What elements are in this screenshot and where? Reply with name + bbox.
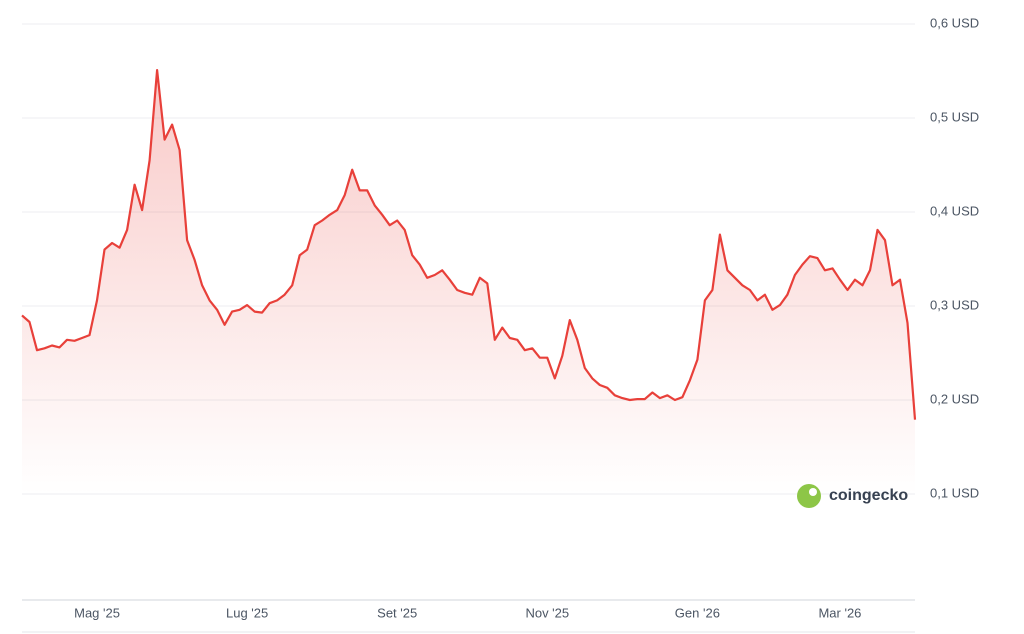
logo-eye [809, 488, 817, 496]
x-tick-label: Gen '26 [675, 605, 720, 620]
y-tick-label: 0,2 USD [930, 391, 979, 406]
price-line [21, 69, 917, 420]
x-tick-label: Lug '25 [226, 605, 268, 620]
logo-text: coingecko [829, 487, 908, 504]
plot: 0,1 USD 0,2 USD 0,3 USD 0,4 USD 0,5 USD 0,6 U… [21, 15, 979, 620]
x-tick-label: Set '25 [377, 605, 417, 620]
area-fill [22, 70, 915, 494]
y-tick-label: 0,4 USD [930, 203, 979, 218]
x-tick-label: Mar '26 [818, 605, 861, 620]
x-tick-label: Nov '25 [525, 605, 569, 620]
x-tick-label: Mag '25 [74, 605, 120, 620]
y-tick-label: 0,3 USD [930, 297, 979, 312]
y-tick-label: 0,6 USD [930, 15, 979, 30]
y-tick-label: 0,5 USD [930, 109, 979, 124]
logo-icon [797, 484, 821, 508]
watermark: coingecko [797, 484, 908, 508]
y-tick-label: 0,1 USD [930, 485, 979, 500]
